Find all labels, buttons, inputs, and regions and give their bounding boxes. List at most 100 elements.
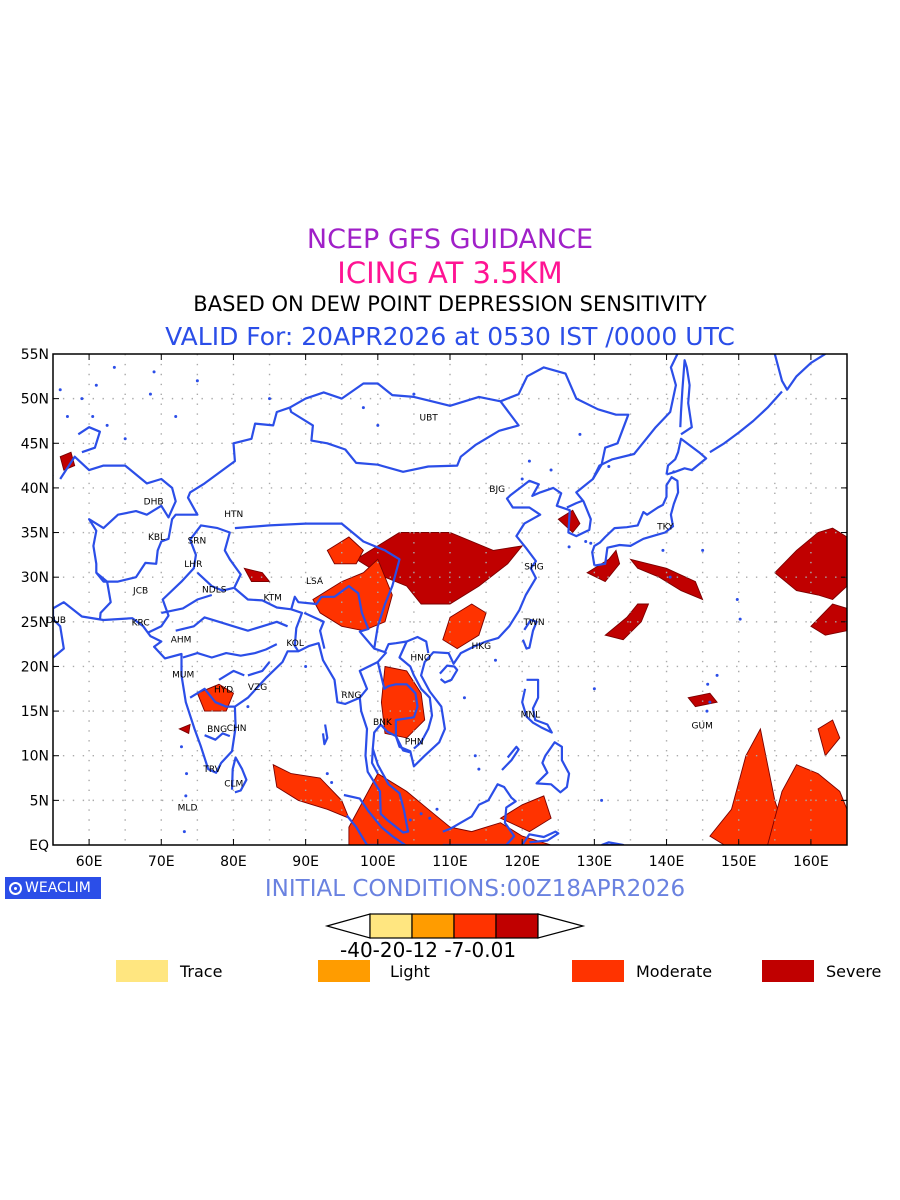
station-label: UBT [419,413,438,423]
island [706,682,710,686]
station-label: DUB [46,616,66,626]
station-label: CHN [227,724,247,734]
legend-swatch-severe [762,960,814,982]
island [58,388,62,392]
station-label: KOL [286,639,304,649]
icing-area [442,603,487,650]
coastline [500,366,630,480]
coastlines-and-borders [53,354,826,845]
station-label: MNL [521,711,541,721]
x-tick-label: 160E [793,854,829,870]
coastline [53,608,65,659]
island [462,696,466,700]
icing-area [817,719,841,757]
x-tick-label: 80E [220,854,247,870]
coastline [535,741,571,794]
colorbar-bin-light [411,913,455,939]
station-label: CLM [224,779,243,789]
title-line-1: NCEP GFS GUIDANCE [306,224,594,255]
island [735,598,739,601]
station-label: VZG [248,683,267,693]
icing-area [355,532,524,605]
coastline [290,608,304,652]
island [701,548,705,552]
initial-conditions: INITIAL CONDITIONS:00Z18APR2026 [264,876,686,902]
coastline [566,499,584,509]
y-tick-label: 35N [21,526,49,542]
island [91,414,95,418]
icing-map: UBT BJG DHB HTN KBL SRN TKY LHR LSA SHG JCB NDLS KTM… [21,347,848,870]
coastline [321,724,329,746]
station-label: BNG [207,725,227,735]
coastline [59,406,291,583]
station-label: SRN [188,537,207,547]
coastline [501,745,520,771]
station-label: TWN [522,618,544,628]
island [715,673,719,677]
coastline [303,611,326,649]
icing-area [709,727,790,845]
y-tick-label: 30N [21,570,49,586]
coastline [665,437,708,476]
icing-area [810,603,847,636]
island [361,406,365,410]
weaclim-logo: WEACLIM [5,877,101,899]
island [174,414,178,418]
logo-circle-icon [9,881,22,895]
colorbar-bin-trace [369,913,413,939]
x-tick-label: 90E [292,854,319,870]
station-label: HKG [471,642,491,652]
island [672,470,676,474]
x-tick-label: 130E [577,854,613,870]
icing-area [767,764,847,845]
coastline [234,522,401,649]
island [477,767,481,771]
island [661,548,665,552]
station-label: GUM [692,721,713,731]
island [589,541,593,545]
y-tick-label: 5N [30,793,49,809]
latitude-ticks: EQ 5N 10N 15N 20N 25N 30N 35N 40N 45N 50N 55N [21,347,847,854]
y-tick-label: 55N [21,347,49,363]
icing-area [604,603,650,641]
x-tick-label: 120E [504,854,540,870]
icing-area [178,723,191,735]
coastline [679,359,693,436]
island [493,658,497,662]
station-label: HNO [410,654,431,664]
station-label: MLD [178,804,198,814]
island [408,818,412,822]
x-tick-label: 150E [721,854,757,870]
coastline [288,382,520,473]
icing-area [312,558,393,632]
island [668,575,672,579]
island [527,459,531,463]
island [123,437,127,441]
island [94,383,98,387]
legend-swatch-moderate [572,960,624,982]
station-label: HYD [214,686,233,696]
title-line-2: ICING AT 3.5KM [337,256,563,290]
station-label: BJG [489,485,505,495]
x-tick-label: 100E [360,854,396,870]
coastline [376,661,419,737]
coastline [95,571,112,621]
legend-swatch-trace [116,960,168,982]
x-tick-label: 140E [649,854,685,870]
island [592,687,596,691]
coastline [218,669,245,681]
valid-time-title: VALID For: 20APR2026 at 0530 IST /0000 U… [165,322,735,351]
icing-area [243,567,271,583]
station-label: DHB [144,497,164,507]
island [428,816,432,820]
coastline [601,841,625,845]
island [584,539,588,543]
island [268,397,272,401]
island [607,464,611,468]
station-label: KBL [148,533,165,543]
longitude-ticks: 60E 70E 80E 90E 100E 110E 120E 130E 140E 150E 160E [76,354,829,870]
coastline [196,571,234,592]
island [330,781,334,785]
icing-area [499,795,552,833]
y-tick-label: 15N [21,704,49,720]
